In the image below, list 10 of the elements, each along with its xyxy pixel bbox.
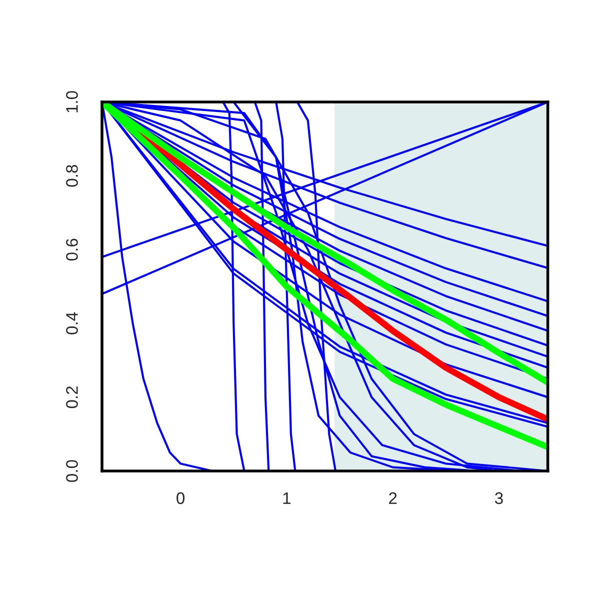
y-tick-label: 1.0 [66,91,78,112]
x-tick-label: 0 [176,492,185,504]
y-tick-label: 0.4 [66,312,78,334]
x-tick-label: 1 [283,492,291,504]
y-tick-label: 0.0 [66,460,78,482]
x-tick-label: 3 [494,492,503,504]
y-tick-label: 0.6 [66,238,78,261]
y-tick-label: 0.8 [66,164,78,187]
x-tick-label: 2 [389,492,397,504]
y-tick-label: 0.2 [66,386,78,408]
